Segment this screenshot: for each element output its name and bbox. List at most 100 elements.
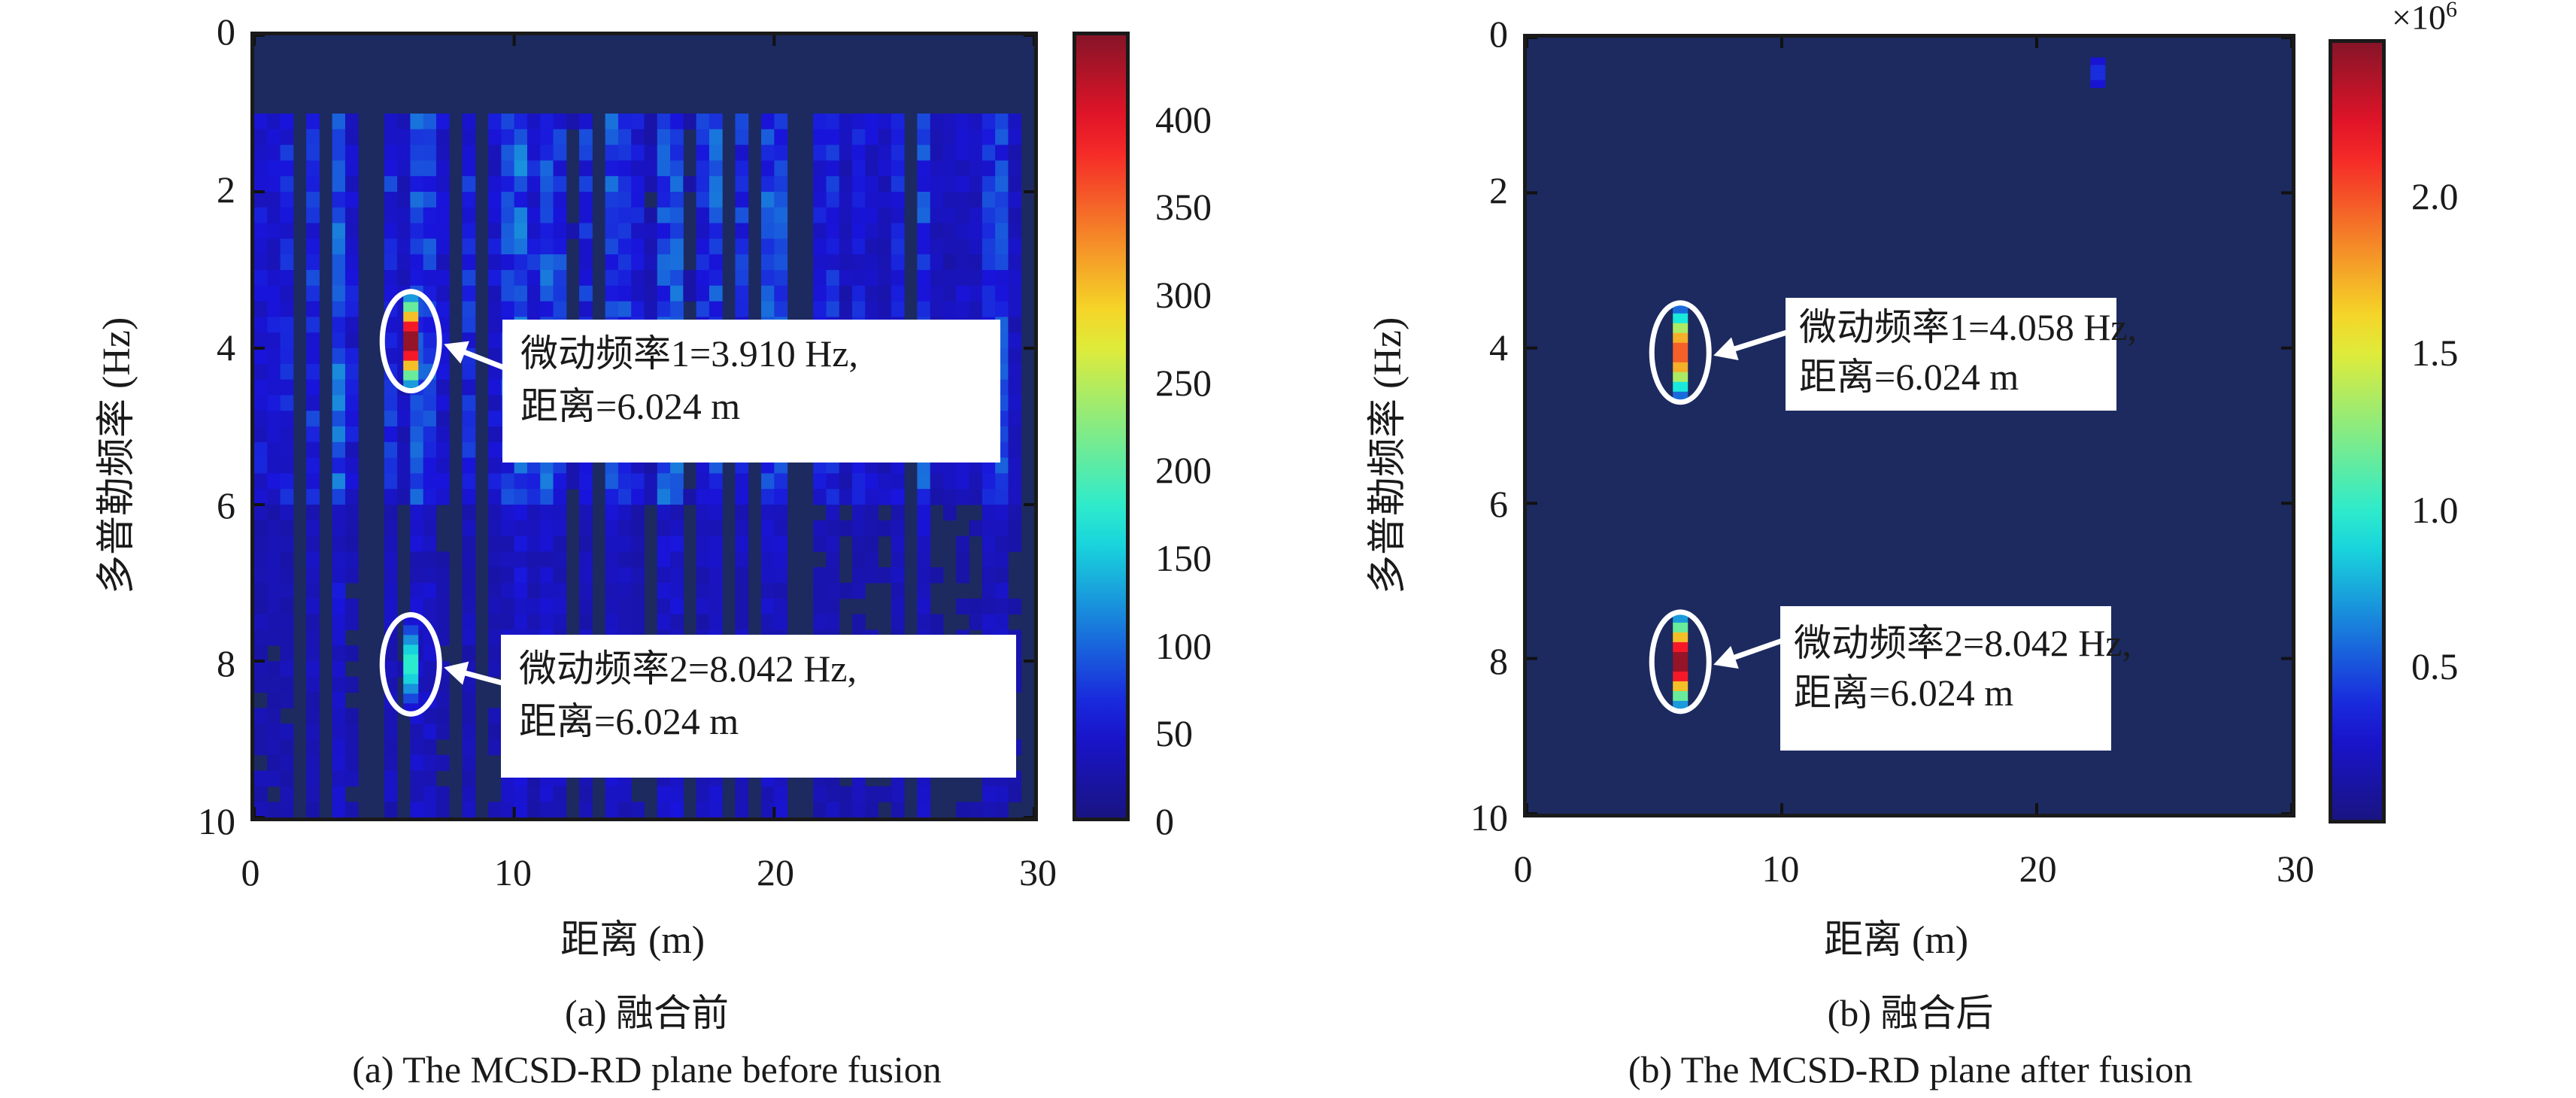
heatmap-cell: [384, 129, 398, 146]
heatmap-cell: [540, 254, 554, 271]
heatmap-cell: [1008, 457, 1022, 474]
heatmap-cell: [488, 192, 502, 208]
heatmap-cell: [605, 551, 619, 568]
heatmap-cell: [852, 160, 866, 177]
heatmap-cell: [332, 457, 346, 474]
heatmap-cell: [332, 160, 346, 177]
heatmap-cell: [254, 317, 268, 333]
heatmap-cell: [865, 505, 879, 521]
heatmap-cell: [267, 144, 281, 161]
heatmap-cell: [501, 583, 515, 599]
heatmap-cell: [488, 489, 502, 505]
heatmap-cell: [761, 473, 775, 490]
heatmap-cell: [435, 301, 450, 317]
heatmap-cell: [708, 254, 723, 271]
heatmap-cell: [423, 395, 437, 411]
heatmap-cell: [306, 317, 320, 333]
heatmap-cell: [774, 786, 788, 802]
heatmap-cell: [267, 301, 281, 317]
heatmap-cell: [280, 535, 294, 552]
heatmap-cell: [267, 802, 281, 817]
heatmap-cell: [384, 598, 398, 615]
peak-cell: [1673, 671, 1689, 682]
heatmap-cell: [397, 489, 411, 505]
heatmap-cell: [956, 254, 970, 271]
heatmap-cell: [878, 223, 892, 239]
heatmap-cell: [410, 144, 424, 161]
x-axis-title-b: 距离 (m): [1824, 919, 1969, 962]
heatmap-cell: [865, 223, 879, 239]
heatmap-cell: [344, 645, 359, 662]
heatmap-cell: [617, 520, 632, 537]
heatmap-cell: [553, 114, 567, 130]
heatmap-cell: [930, 223, 944, 239]
heatmap-cell: [514, 129, 528, 146]
heatmap-cell: [488, 238, 502, 255]
heatmap-cell: [553, 567, 567, 584]
heatmap-cell: [956, 238, 970, 255]
heatmap-cell: [280, 192, 294, 208]
heatmap-cell: [423, 739, 437, 756]
heatmap-cell: [761, 238, 775, 255]
heatmap-cell: [540, 598, 554, 615]
heatmap-cell: [605, 114, 619, 130]
heatmap-cell: [696, 583, 710, 599]
heatmap-cell: [488, 254, 502, 271]
heatmap-cell: [826, 176, 840, 193]
colorbar-tick-label: 350: [1155, 186, 1212, 229]
heatmap-cell: [462, 645, 476, 662]
heatmap-cell: [696, 207, 710, 224]
heatmap-cell: [462, 739, 476, 756]
heatmap-cell: [553, 192, 567, 208]
heatmap-cell: [579, 489, 593, 505]
heatmap-cell: [917, 583, 931, 599]
heatmap-cell: [735, 786, 749, 802]
heatmap-cell: [462, 708, 476, 724]
heatmap-cell: [462, 723, 476, 740]
heatmap-cell: [761, 223, 775, 239]
peak-cell: [1673, 681, 1689, 692]
heatmap-cell: [917, 473, 931, 490]
annotation-a-1-line2: 距离=6.024 m: [520, 385, 741, 427]
heatmap-cell: [526, 285, 541, 302]
heatmap-cell: [839, 192, 853, 208]
heatmap-cell: [761, 535, 775, 552]
heatmap-cell: [696, 238, 710, 255]
heatmap-cell: [344, 207, 359, 224]
heatmap-cell: [1008, 348, 1022, 365]
heatmap-cell: [579, 614, 593, 630]
heatmap-cell: [708, 176, 723, 193]
heatmap-cell: [397, 473, 411, 490]
heatmap-cell: [540, 786, 554, 802]
heatmap-cell: [410, 223, 424, 239]
heatmap-cell: [865, 114, 879, 130]
heatmap-cell: [657, 238, 671, 255]
heatmap-cell: [956, 489, 970, 505]
heatmap-cell: [982, 207, 996, 224]
heatmap-cell: [553, 614, 567, 630]
heatmap-cell: [995, 551, 1009, 568]
heatmap-cell: [280, 629, 294, 646]
heatmap-cell: [995, 254, 1009, 271]
heatmap-cell: [501, 223, 515, 239]
heatmap-cell: [514, 473, 528, 490]
heatmap-cell: [332, 254, 346, 271]
heatmap-cell: [254, 567, 268, 584]
heatmap-cell: [631, 223, 645, 239]
heatmap-cell: [514, 505, 528, 521]
heatmap-cell: [423, 583, 437, 599]
annotation-a-1-line1: 微动频率1=3.910 Hz,: [520, 332, 858, 375]
heatmap-cell: [280, 395, 294, 411]
caption-cn-b: (b) 融合后: [1827, 992, 1994, 1034]
heatmap-cell: [488, 551, 502, 568]
heatmap-cell: [670, 489, 684, 505]
heatmap-cell: [865, 551, 879, 568]
annotation-a-2-line2: 距离=6.024 m: [519, 700, 739, 742]
heatmap-cell: [384, 754, 398, 772]
heatmap-cell: [267, 332, 281, 349]
heatmap-cell: [254, 395, 268, 411]
heatmap-cell: [813, 129, 827, 146]
heatmap-cell: [982, 802, 996, 817]
heatmap-cell: [553, 551, 567, 568]
heatmap-cell: [644, 114, 658, 130]
